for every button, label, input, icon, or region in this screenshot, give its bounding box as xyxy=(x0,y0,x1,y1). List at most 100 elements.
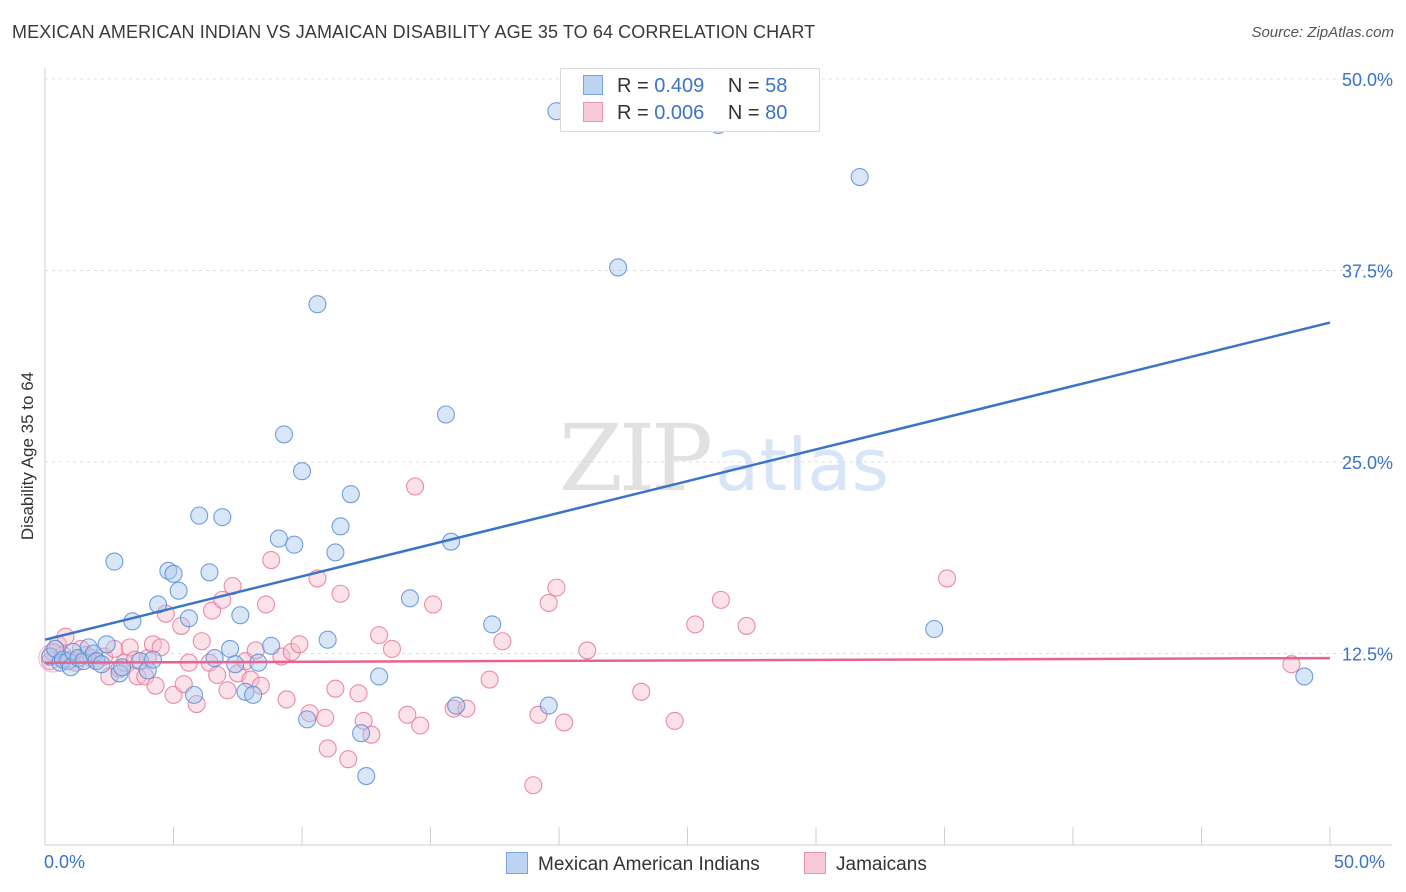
series-jamaicans xyxy=(38,477,1301,795)
data-point xyxy=(87,652,106,671)
data-point xyxy=(524,776,543,795)
data-point xyxy=(169,581,188,600)
source-label: Source: ZipAtlas.com xyxy=(1251,24,1394,41)
r-value-blue: 0.409 xyxy=(654,75,705,97)
data-point xyxy=(285,535,304,554)
data-point xyxy=(352,724,371,743)
data-point xyxy=(925,619,944,639)
data-point xyxy=(555,713,574,732)
data-point xyxy=(256,595,276,614)
data-point xyxy=(436,405,455,424)
grid-lines xyxy=(45,78,1392,654)
data-point xyxy=(539,593,558,612)
y-tick-label: 37.5% xyxy=(1342,262,1393,282)
y-tick-label: 50.0% xyxy=(1342,70,1393,90)
y-tick-label: 12.5% xyxy=(1342,645,1393,665)
correlation-legend: R = 0.409 N = 58 R = 0.006 N = 80 xyxy=(560,68,820,132)
data-point xyxy=(208,665,227,684)
data-point xyxy=(529,705,548,724)
data-point xyxy=(483,615,502,634)
y-tick-labels: 12.5% 25.0% 37.5% 50.0% xyxy=(1342,70,1393,665)
data-point xyxy=(262,636,281,655)
data-point xyxy=(447,696,466,715)
data-point xyxy=(318,739,337,758)
data-point xyxy=(146,676,165,695)
data-point xyxy=(190,506,209,525)
data-point xyxy=(218,681,237,700)
data-point xyxy=(205,649,224,668)
data-point xyxy=(341,485,360,504)
data-point xyxy=(231,606,250,625)
data-point xyxy=(1282,655,1301,674)
data-point xyxy=(480,670,499,689)
data-point xyxy=(105,552,124,571)
data-point xyxy=(172,616,191,635)
r-label: R = xyxy=(617,75,649,97)
n-value-blue: 58 xyxy=(765,75,788,97)
data-point xyxy=(262,550,281,570)
data-point xyxy=(277,690,296,709)
data-point xyxy=(326,543,345,562)
data-point xyxy=(318,630,337,649)
data-point xyxy=(185,685,204,704)
data-point xyxy=(308,295,327,314)
data-point xyxy=(632,682,651,701)
data-point xyxy=(331,517,350,536)
data-point xyxy=(539,696,558,715)
watermark: ZIP atlas xyxy=(559,405,889,512)
data-point xyxy=(92,655,111,674)
data-point xyxy=(686,615,705,634)
data-point xyxy=(370,626,389,645)
r-label: R = xyxy=(617,102,649,124)
data-point xyxy=(424,595,443,614)
legend-label-jamaicans: Jamaicans xyxy=(836,854,927,875)
data-point xyxy=(292,462,312,481)
data-point xyxy=(339,750,358,769)
x-tick-label-min: 0.0% xyxy=(44,852,86,872)
data-point xyxy=(274,425,294,444)
data-point xyxy=(290,635,309,654)
data-point xyxy=(711,590,730,609)
legend-row-blue: R = 0.409 N = 58 xyxy=(583,75,787,99)
data-point xyxy=(213,508,232,527)
pink-swatch xyxy=(804,852,826,874)
trend-lines xyxy=(44,321,1331,664)
data-point xyxy=(349,684,368,703)
data-point xyxy=(1295,667,1314,686)
data-point xyxy=(298,710,317,729)
data-point xyxy=(737,616,756,635)
data-point xyxy=(128,667,147,686)
n-value-pink: 80 xyxy=(765,102,788,124)
data-point xyxy=(398,705,417,724)
n-label: N = xyxy=(727,75,760,97)
data-point xyxy=(457,699,476,718)
data-point xyxy=(97,635,116,654)
trend-line-jamaicans xyxy=(44,656,1331,664)
data-point xyxy=(411,716,430,735)
y-tick-label: 25.0% xyxy=(1342,453,1393,473)
trend-line-mexican-american-indians xyxy=(44,321,1331,641)
pink-swatch xyxy=(583,102,603,122)
data-point xyxy=(357,767,376,786)
data-point xyxy=(578,641,597,660)
data-point xyxy=(226,655,245,674)
legend-item-mexican-american-indians: Mexican American Indians xyxy=(506,852,760,876)
data-point xyxy=(251,676,270,695)
legend-label-mexican-american-indians: Mexican American Indians xyxy=(538,854,760,875)
chart-title: MEXICAN AMERICAN INDIAN VS JAMAICAN DISA… xyxy=(12,22,816,42)
watermark-zip: ZIP xyxy=(559,405,710,512)
x-tick-label-max: 50.0% xyxy=(1334,852,1386,872)
data-point xyxy=(331,584,350,603)
data-point xyxy=(850,167,869,187)
data-point xyxy=(74,652,93,671)
data-point xyxy=(192,632,211,651)
data-point xyxy=(547,578,566,597)
data-point xyxy=(282,642,301,662)
data-point xyxy=(220,639,240,658)
blue-swatch xyxy=(506,852,528,874)
data-point xyxy=(164,564,183,583)
data-point xyxy=(665,711,684,730)
data-point xyxy=(609,258,628,277)
watermark-atlas: atlas xyxy=(715,423,889,507)
